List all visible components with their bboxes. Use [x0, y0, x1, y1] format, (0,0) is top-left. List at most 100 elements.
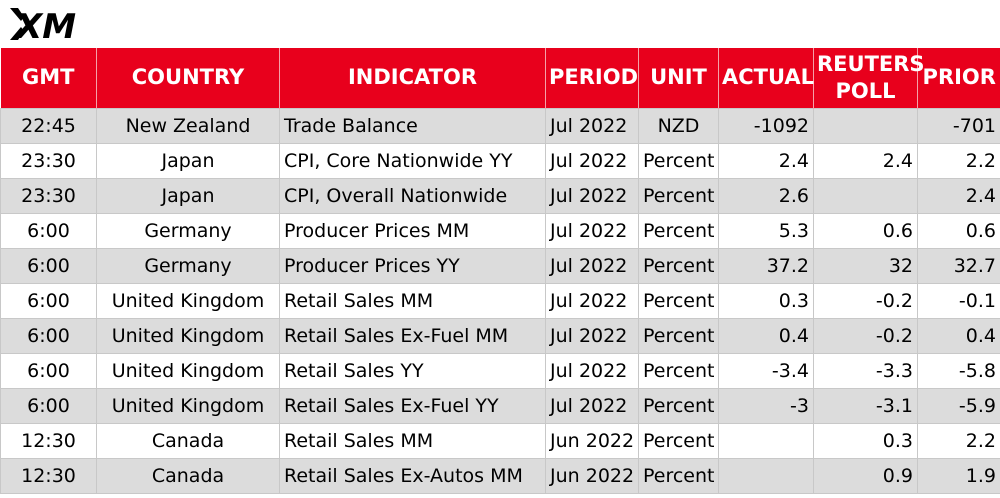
cell-actual [718, 458, 814, 494]
header-gmt: GMT [0, 48, 97, 109]
table-row: 12:30 Canada Retail Sales Ex-Autos MM Jun 2… [0, 458, 1000, 494]
cell-gmt: 12:30 [0, 458, 97, 494]
cell-country: Japan [96, 143, 280, 179]
cell-period: Jul 2022 [545, 248, 639, 284]
table-row: 12:30 Canada Retail Sales MM Jun 2022 Percen… [0, 423, 1000, 459]
cell-country: Germany [96, 213, 280, 249]
cell-unit: Percent [638, 283, 719, 319]
cell-period: Jul 2022 [545, 353, 639, 389]
cell-poll [813, 108, 918, 144]
cell-indicator: CPI, Core Nationwide YY [279, 143, 546, 179]
cell-prior: -701 [917, 108, 1000, 144]
cell-prior: 0.4 [917, 318, 1000, 354]
table-row: 23:30 Japan CPI, Overall Nationwide Jul 202… [0, 178, 1000, 214]
cell-prior: -0.1 [917, 283, 1000, 319]
header-prior: PRIOR [917, 48, 1000, 109]
cell-unit: Percent [638, 353, 719, 389]
cell-gmt: 22:45 [0, 108, 97, 144]
table-row: 6:00 Germany Producer Prices YY Jul 2022 Per… [0, 248, 1000, 284]
cell-actual: 37.2 [718, 248, 814, 284]
logo-text: XM [14, 7, 76, 42]
cell-prior: 32.7 [917, 248, 1000, 284]
cell-unit: Percent [638, 143, 719, 179]
cell-indicator: Producer Prices MM [279, 213, 546, 249]
cell-gmt: 23:30 [0, 143, 97, 179]
cell-actual: 2.4 [718, 143, 814, 179]
cell-actual: 0.3 [718, 283, 814, 319]
cell-indicator: Retail Sales Ex-Autos MM [279, 458, 546, 494]
economic-calendar-table: GMT COUNTRY INDICATOR PERIOD UNIT ACTUAL… [0, 48, 1000, 494]
cell-prior: -5.8 [917, 353, 1000, 389]
cell-indicator: Retail Sales MM [279, 423, 546, 459]
cell-gmt: 6:00 [0, 248, 97, 284]
header-period: PERIOD [545, 48, 639, 109]
cell-actual: 5.3 [718, 213, 814, 249]
cell-poll: 0.6 [813, 213, 918, 249]
cell-prior: 2.4 [917, 178, 1000, 214]
cell-poll: -3.3 [813, 353, 918, 389]
table-row: 6:00 United Kingdom Retail Sales YY Jul 202… [0, 353, 1000, 389]
table-row: 6:00 United Kingdom Retail Sales Ex-Fuel Y… [0, 388, 1000, 424]
cell-poll: -0.2 [813, 283, 918, 319]
header-poll-line1: REUTERS [817, 51, 925, 76]
cell-indicator: Producer Prices YY [279, 248, 546, 284]
cell-indicator: Retail Sales MM [279, 283, 546, 319]
cell-period: Jun 2022 [545, 458, 639, 494]
header-country: COUNTRY [96, 48, 280, 109]
cell-country: New Zealand [96, 108, 280, 144]
cell-country: Canada [96, 423, 280, 459]
cell-country: Germany [96, 248, 280, 284]
cell-gmt: 6:00 [0, 353, 97, 389]
cell-indicator: Trade Balance [279, 108, 546, 144]
cell-unit: Percent [638, 248, 719, 284]
table-row: 6:00 United Kingdom Retail Sales Ex-Fuel M… [0, 318, 1000, 354]
table-row: 22:45 New Zealand Trade Balance Jul 2022 NZD… [0, 108, 1000, 144]
xm-logo-icon: XM [10, 7, 76, 42]
cell-poll [813, 178, 918, 214]
cell-indicator: Retail Sales Ex-Fuel YY [279, 388, 546, 424]
cell-country: United Kingdom [96, 353, 280, 389]
cell-gmt: 12:30 [0, 423, 97, 459]
cell-gmt: 6:00 [0, 318, 97, 354]
cell-prior: 2.2 [917, 143, 1000, 179]
xm-logo: XM [8, 6, 108, 42]
cell-prior: -5.9 [917, 388, 1000, 424]
cell-prior: 0.6 [917, 213, 1000, 249]
header-indicator: INDICATOR [279, 48, 546, 109]
cell-unit: Percent [638, 388, 719, 424]
cell-country: United Kingdom [96, 388, 280, 424]
header-reuters-poll: REUTERS POLL [813, 48, 925, 109]
cell-unit: Percent [638, 423, 719, 459]
cell-poll: 32 [813, 248, 918, 284]
cell-period: Jul 2022 [545, 143, 639, 179]
cell-actual: -1092 [718, 108, 814, 144]
cell-unit: Percent [638, 458, 719, 494]
cell-period: Jul 2022 [545, 213, 639, 249]
cell-unit: NZD [638, 108, 719, 144]
cell-prior: 1.9 [917, 458, 1000, 494]
cell-poll: -3.1 [813, 388, 918, 424]
cell-country: Japan [96, 178, 280, 214]
table-row: 6:00 Germany Producer Prices MM Jul 2022 Per… [0, 213, 1000, 249]
cell-period: Jul 2022 [545, 388, 639, 424]
cell-country: Canada [96, 458, 280, 494]
header-row: GMT COUNTRY INDICATOR PERIOD UNIT ACTUAL… [0, 48, 1000, 109]
cell-poll: 2.4 [813, 143, 918, 179]
cell-gmt: 23:30 [0, 178, 97, 214]
cell-indicator: Retail Sales YY [279, 353, 546, 389]
cell-country: United Kingdom [96, 318, 280, 354]
cell-indicator: Retail Sales Ex-Fuel MM [279, 318, 546, 354]
table-row: 6:00 United Kingdom Retail Sales MM Jul 202… [0, 283, 1000, 319]
cell-period: Jul 2022 [545, 178, 639, 214]
header-actual: ACTUAL [718, 48, 814, 109]
cell-unit: Percent [638, 318, 719, 354]
table-body: 22:45 New Zealand Trade Balance Jul 2022 NZD… [0, 108, 1000, 494]
cell-actual [718, 423, 814, 459]
cell-gmt: 6:00 [0, 388, 97, 424]
cell-period: Jul 2022 [545, 108, 639, 144]
cell-period: Jul 2022 [545, 283, 639, 319]
table-header: GMT COUNTRY INDICATOR PERIOD UNIT ACTUAL… [0, 48, 1000, 109]
cell-actual: -3.4 [718, 353, 814, 389]
cell-poll: 0.3 [813, 423, 918, 459]
cell-poll: 0.9 [813, 458, 918, 494]
